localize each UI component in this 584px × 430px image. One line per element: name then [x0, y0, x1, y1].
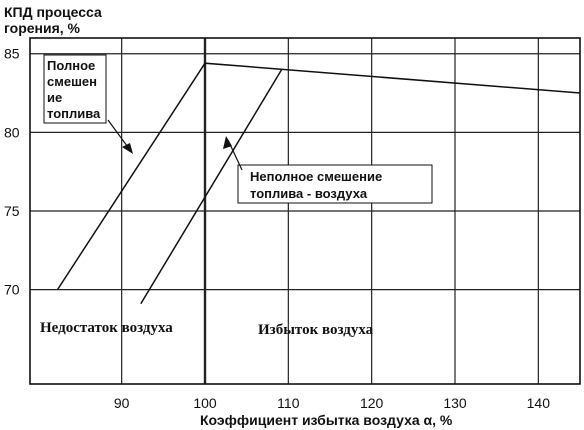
plot-frame [29, 37, 581, 385]
full-mix-box [43, 54, 107, 124]
x-tick-label-110: 110 [277, 395, 300, 411]
x-tick-label-90: 90 [114, 395, 130, 411]
y-tick-label-70: 70 [4, 282, 20, 298]
full-mix-arrow-head [122, 143, 133, 154]
y-tick-label-85: 85 [4, 46, 20, 62]
axes [29, 37, 581, 385]
deficit-label: Недостаток воздуха [40, 320, 173, 336]
y-axis-title-line2: горения, % [4, 20, 81, 36]
tick-labels: 70 75 80 85 90 100 110 120 130 140 [4, 46, 550, 411]
partial-mix-label-line-2: топлива - воздуха [250, 186, 368, 201]
series-lines [56, 62, 581, 305]
full-mix-label-line-1: Полное [47, 58, 95, 73]
x-tick-label-100: 100 [193, 395, 217, 411]
y-tick-label-75: 75 [4, 203, 20, 219]
full-mix-label-line-2: смешен [47, 74, 97, 89]
x-tick-label-120: 120 [360, 395, 384, 411]
excess-label: Избыток воздуха [258, 322, 374, 338]
grid [30, 38, 580, 384]
x-axis-label: Коэффициент избытка воздуха α, % [200, 412, 453, 428]
y-axis-title-line1: КПД процесса [4, 4, 102, 20]
partial-mix-box [237, 164, 433, 204]
y-tick-label-80: 80 [4, 124, 20, 140]
x-tick-label-130: 130 [443, 395, 467, 411]
series-line-1 [56, 62, 581, 291]
partial-mix-arrow-head [223, 136, 232, 149]
x-tick-label-140: 140 [527, 395, 551, 411]
full-mix-label-line-3: ие [47, 90, 62, 105]
partial-mix-label-line-1: Неполное смешение [250, 169, 382, 184]
series-line-2 [140, 69, 283, 305]
full-mix-label-line-4: топлива [47, 106, 101, 121]
